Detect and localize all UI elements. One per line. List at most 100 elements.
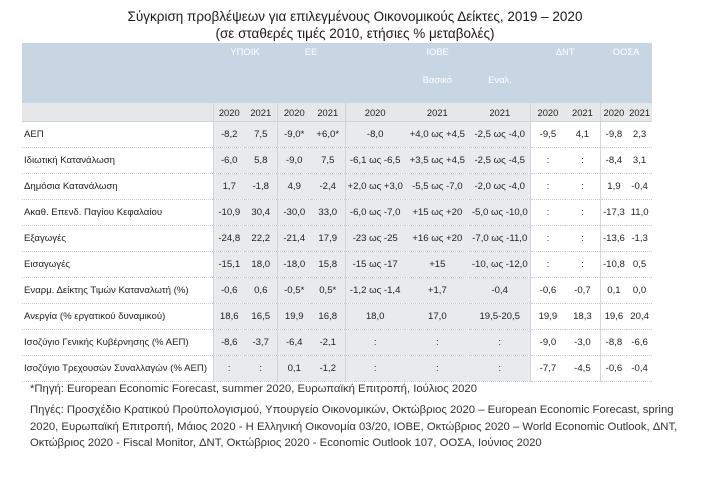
- table-cell: 11,0: [627, 199, 653, 226]
- table-cell: 18,6: [212, 303, 245, 330]
- scenario-basic: Βασικό: [404, 59, 470, 99]
- table-cell: -18,0: [276, 251, 311, 278]
- table-cell: -2,5 ως -4,0: [469, 121, 531, 148]
- table-cell: -5,0 ως -10,0: [469, 199, 531, 226]
- table-cell: 0,1: [599, 277, 628, 304]
- table-cell: -10,9: [212, 199, 245, 226]
- table-subtitle: (σε σταθερές τιμές 2010, ετήσιες % μεταβ…: [215, 26, 495, 41]
- table-row: Δημόσια Κατανάλωση 1,7 -1,8 4,9 -2,4 +2,0 ως …: [22, 173, 653, 200]
- year-header-cell: 2021: [245, 103, 277, 122]
- table-cell: 3,1: [627, 147, 653, 174]
- table-cell: :: [529, 225, 566, 252]
- table-cell: 17,9: [311, 225, 345, 252]
- row-label: Εξαγωγές: [22, 225, 213, 252]
- table-cell: 5,8: [245, 147, 277, 174]
- table-cell: -0,6: [599, 355, 628, 382]
- table-cell: 33,0: [311, 199, 345, 226]
- group-header-oosa: ΟΟΣΑ: [600, 43, 653, 59]
- table-cell: 16,8: [311, 303, 345, 330]
- table-cell: -9,0*: [276, 121, 311, 148]
- table-cell: :: [404, 329, 470, 356]
- table-cell: 16,5: [245, 303, 277, 330]
- table-cell: 18,3: [565, 303, 601, 330]
- table-cell: :: [344, 329, 405, 356]
- table-cell: -2,1: [311, 329, 345, 356]
- table-cell: -8,2: [212, 121, 245, 148]
- year-header-cell: 2021: [627, 103, 653, 122]
- table-cell: -9,5: [529, 121, 566, 148]
- table-row: Ιδιωτική Κατανάλωση -6,0 5,8 -9,0 7,5 -6,1 ως…: [22, 147, 653, 174]
- sources-note: Πηγές: Προσχέδιο Κρατικού Προϋπολογισμού…: [30, 404, 678, 450]
- row-label: Ισοζύγιο Τρεχουσών Συναλλαγών (% ΑΕΠ): [22, 355, 213, 382]
- table-cell: -17,3: [599, 199, 628, 226]
- notes-block: *Πηγή: European Economic Forecast, summe…: [30, 381, 685, 452]
- table-cell: :: [529, 251, 566, 278]
- table-cell: -6,0 ως -7,0: [344, 199, 405, 226]
- footnote: *Πηγή: European Economic Forecast, summe…: [30, 383, 477, 395]
- table-cell: -23 ως -25: [344, 225, 405, 252]
- table-row: Ισοζύγιο Γενικής Κυβέρνησης (% ΑΕΠ) -8,6-…: [22, 329, 653, 356]
- table-cell: 0,5*: [311, 277, 345, 304]
- table-cell: :: [565, 199, 601, 226]
- row-label: Ιδιωτική Κατανάλωση: [22, 147, 213, 174]
- table-cell: 30,4: [245, 199, 277, 226]
- table-cell: -24,8: [212, 225, 245, 252]
- table-cell: -1,2: [311, 355, 345, 382]
- table-cell: +3,5 ως +4,5: [404, 147, 470, 174]
- table-cell: -15 ως -17: [344, 251, 405, 278]
- table-cell: :: [529, 173, 566, 200]
- table-cell: -0,7: [565, 277, 601, 304]
- year-header-cell: 2020: [529, 103, 566, 122]
- table-cell: -1,2 ως -1,4: [344, 277, 405, 304]
- table-cell: -0,6: [212, 277, 245, 304]
- table-cell: +1,7: [404, 277, 470, 304]
- table-cell: -3,7: [245, 329, 277, 356]
- table-cell: 19,6: [599, 303, 628, 330]
- table-cell: :: [565, 173, 601, 200]
- row-label: Δημόσια Κατανάλωση: [22, 173, 213, 200]
- table-cell: -2,5 ως -4,5: [469, 147, 531, 174]
- table-cell: 20,4: [627, 303, 653, 330]
- row-label: Εναρμ. Δείκτης Τιμών Καταναλωτή (%): [22, 277, 213, 304]
- group-header-ee: ΕΕ: [277, 43, 345, 59]
- year-header-cell: 2020: [344, 103, 405, 122]
- table-cell: 1,9: [599, 173, 628, 200]
- table-cell: -7,0 ως -11,0: [469, 225, 531, 252]
- year-header-cell: 2020: [212, 103, 245, 122]
- table-cell: -0,5*: [276, 277, 311, 304]
- table-cell: -8,6: [212, 329, 245, 356]
- table-cell: :: [529, 147, 566, 174]
- table-cell: 19,5-20,5: [469, 303, 531, 330]
- table-cell: -2,0 ως -4,0: [469, 173, 531, 200]
- row-label: Εισαγωγές: [22, 251, 213, 278]
- group-header-ypoik: ΥΠΟΙΚ: [213, 43, 277, 59]
- table-cell: 19,9: [529, 303, 566, 330]
- table-row: Εξαγωγές -24,8 22,2 -21,4 17,9 -23 ως -25 +16 …: [22, 225, 653, 252]
- year-header-row: 2020 2021 2020 2021 2020 2021 2021 2020 2021 2020…: [22, 103, 653, 122]
- row-label: Ακαθ. Επενδ. Παγίου Κεφαλαίου: [22, 199, 213, 226]
- year-header-cell: 2021: [565, 103, 601, 122]
- table-cell: -6,1 ως -6,5: [344, 147, 405, 174]
- table-cell: 2,3: [627, 121, 653, 148]
- table-cell: :: [404, 355, 470, 382]
- table-cell: :: [565, 147, 601, 174]
- table-row: ΑΕΠ -8,2 7,5 -9,0* +6,0* -8,0 +4,0 ως +4,5 -2,5…: [22, 121, 653, 148]
- table-cell: -2,4: [311, 173, 345, 200]
- year-header-cell: 2021: [469, 103, 531, 122]
- table-cell: 1,7: [212, 173, 245, 200]
- table-cell: 7,5: [311, 147, 345, 174]
- table-cell: 17,0: [404, 303, 470, 330]
- table-row: Ακαθ. Επενδ. Παγίου Κεφαλαίου -10,9 30,4 -3…: [22, 199, 653, 226]
- table-row: Ισοζύγιο Τρεχουσών Συναλλαγών (% ΑΕΠ)::0…: [22, 355, 653, 382]
- row-label: Ανεργία (% εργατικού δυναμικού): [22, 303, 213, 330]
- table-cell: -6,0: [212, 147, 245, 174]
- year-header-cell: 2021: [404, 103, 470, 122]
- table-cell: -0,6: [529, 277, 566, 304]
- group-header-row: ΥΠΟΙΚ ΕΕ ΙΟΒΕ ΔΝΤ ΟΟΣΑ: [22, 43, 653, 59]
- table-cell: +4,0 ως +4,5: [404, 121, 470, 148]
- table-cell: -8,8: [599, 329, 628, 356]
- row-label: ΑΕΠ: [22, 121, 213, 148]
- year-header-cell: 2021: [311, 103, 345, 122]
- header-gap-row: [22, 99, 653, 103]
- scenario-alternative: Εναλ.: [469, 59, 531, 99]
